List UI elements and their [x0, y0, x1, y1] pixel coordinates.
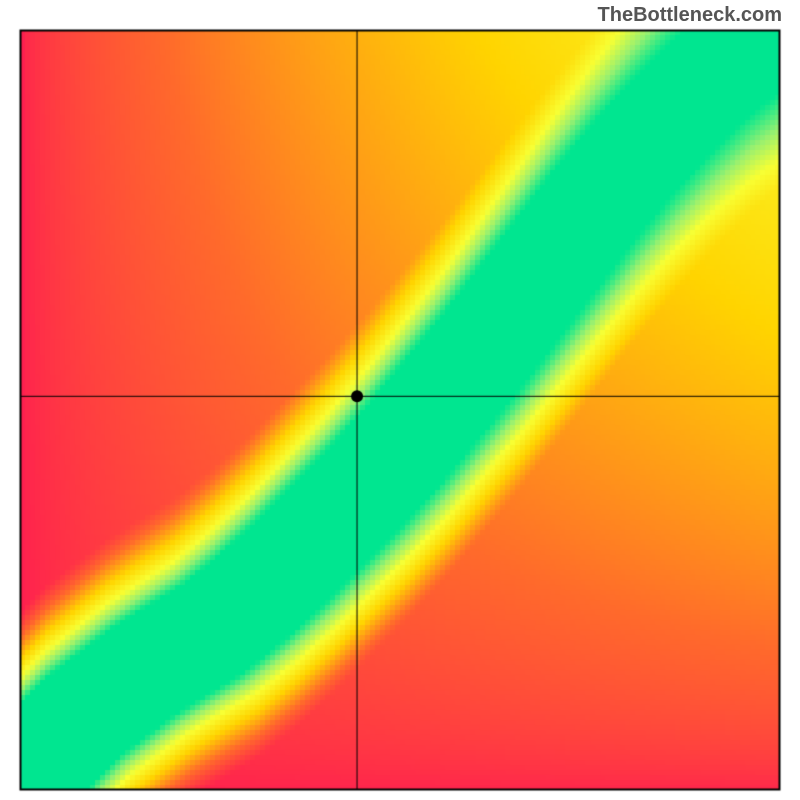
bottleneck-chart: TheBottleneck.com — [0, 0, 800, 800]
heatmap-canvas — [0, 0, 800, 800]
